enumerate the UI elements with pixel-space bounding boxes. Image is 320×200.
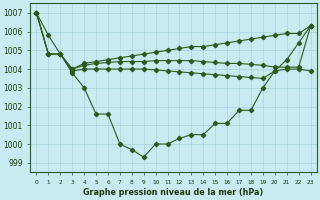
X-axis label: Graphe pression niveau de la mer (hPa): Graphe pression niveau de la mer (hPa) <box>84 188 264 197</box>
